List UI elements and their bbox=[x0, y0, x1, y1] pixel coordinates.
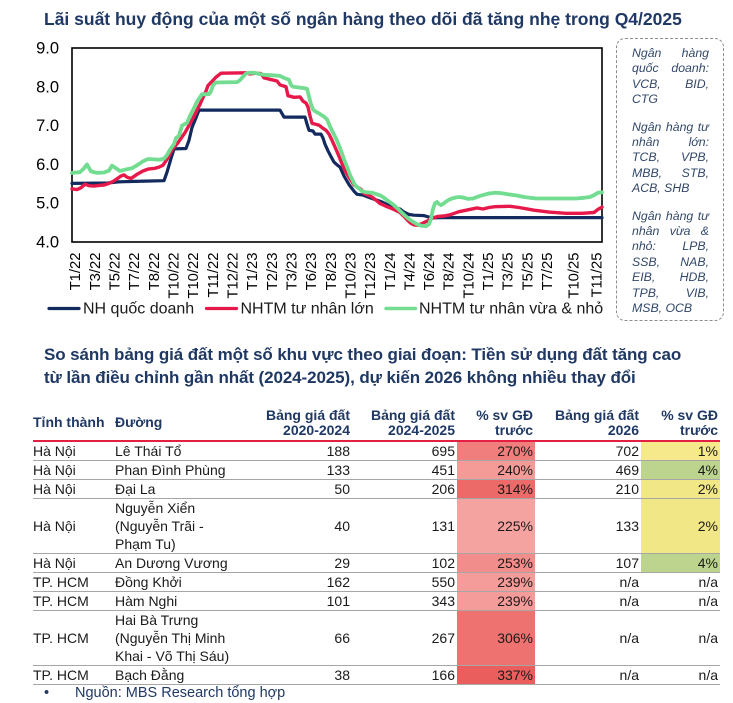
svg-text:T10/25: T10/25 bbox=[566, 253, 582, 299]
svg-text:T12/22: T12/22 bbox=[226, 253, 242, 299]
svg-text:T1/25: T1/25 bbox=[481, 252, 497, 290]
svg-text:NHTM tư nhân vừa & nhỏ: NHTM tư nhân vừa & nhỏ bbox=[419, 301, 603, 318]
svg-text:T1/24: T1/24 bbox=[383, 253, 399, 291]
svg-text:8.0: 8.0 bbox=[36, 78, 59, 96]
svg-text:T12/23: T12/23 bbox=[363, 253, 379, 299]
svg-text:T5/25: T5/25 bbox=[520, 253, 536, 291]
svg-text:NH quốc doanh: NH quốc doanh bbox=[83, 301, 194, 318]
svg-text:T10/22: T10/22 bbox=[167, 253, 183, 299]
svg-text:T11/22: T11/22 bbox=[206, 252, 222, 297]
svg-text:4.0: 4.0 bbox=[36, 234, 59, 252]
svg-text:9.0: 9.0 bbox=[36, 40, 59, 58]
svg-text:T5/22: T5/22 bbox=[108, 253, 124, 291]
svg-text:5.0: 5.0 bbox=[36, 195, 59, 213]
svg-text:T11/25: T11/25 bbox=[589, 253, 605, 298]
svg-text:T7/25: T7/25 bbox=[540, 253, 556, 291]
svg-text:T2/23: T2/23 bbox=[265, 253, 281, 291]
svg-text:T4/24: T4/24 bbox=[402, 253, 418, 291]
svg-text:T3/23: T3/23 bbox=[285, 253, 301, 291]
svg-text:T1/22: T1/22 bbox=[68, 253, 84, 291]
svg-text:T7/22: T7/22 bbox=[127, 253, 143, 291]
svg-text:T8/23: T8/23 bbox=[324, 253, 340, 291]
svg-text:T6/23: T6/23 bbox=[304, 253, 320, 291]
svg-text:T1/23: T1/23 bbox=[245, 253, 261, 291]
svg-text:7.0: 7.0 bbox=[36, 117, 59, 135]
svg-text:T3/22: T3/22 bbox=[88, 253, 104, 291]
svg-text:T6/24: T6/24 bbox=[422, 253, 438, 291]
svg-text:T10/24: T10/24 bbox=[461, 253, 477, 299]
svg-text:T8/22: T8/22 bbox=[147, 253, 163, 291]
svg-text:6.0: 6.0 bbox=[36, 156, 59, 174]
svg-text:T3/25: T3/25 bbox=[501, 253, 517, 291]
svg-text:T8/24: T8/24 bbox=[442, 253, 458, 291]
svg-text:T10/23: T10/23 bbox=[343, 253, 359, 299]
svg-text:T10/22: T10/22 bbox=[186, 253, 202, 299]
svg-text:NHTM tư nhân lớn: NHTM tư nhân lớn bbox=[241, 301, 374, 318]
